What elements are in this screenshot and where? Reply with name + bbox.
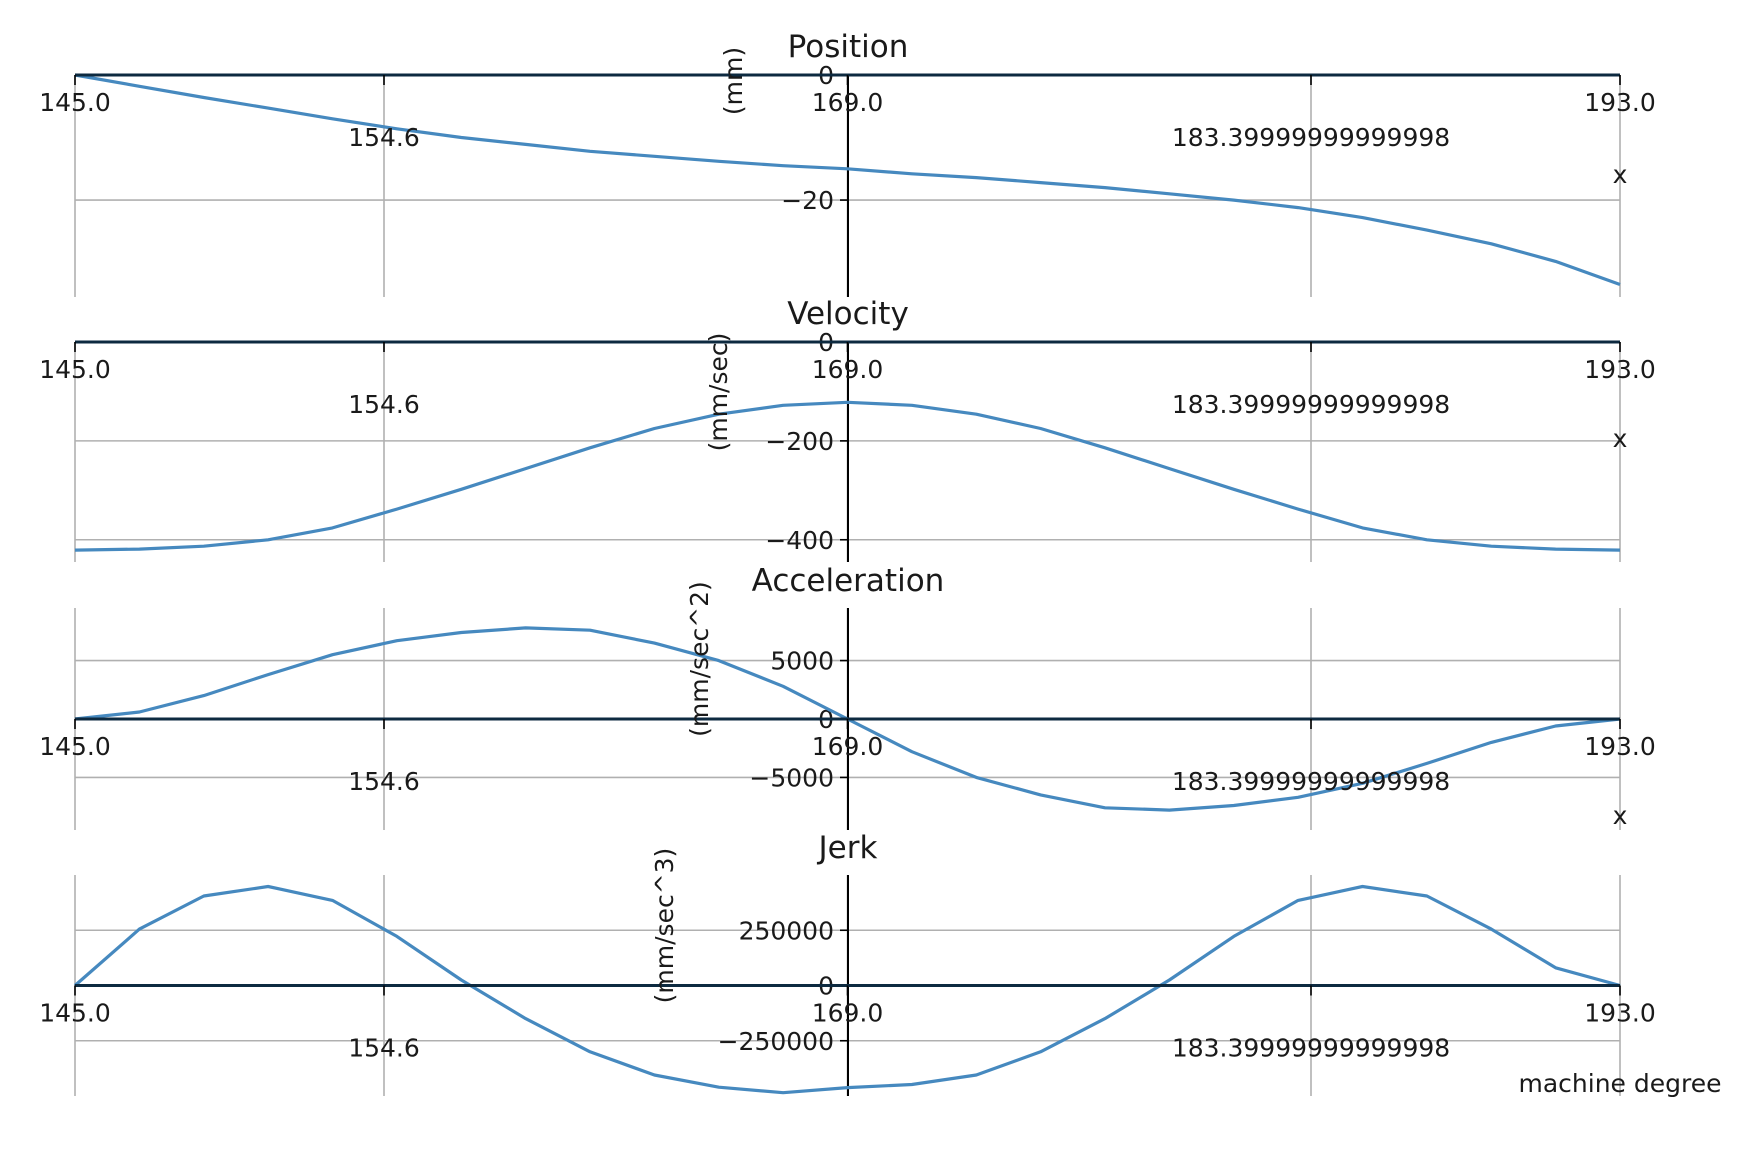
panel-position: 0−20145.0154.6169.0183.39999999999998193… [39,29,1656,297]
panel-velocity: 0−200−400145.0154.6169.0183.399999999999… [39,296,1656,562]
panel-title: Velocity [787,296,909,332]
panel-title: Acceleration [752,563,945,599]
x-tick-label: 154.6 [348,390,420,419]
x-tick-label: 145.0 [39,999,111,1028]
y-tick-label: −400 [765,526,834,555]
x-tick-label: 169.0 [812,732,884,761]
x-tick-label: 145.0 [39,732,111,761]
panel-acceleration: 50000−5000145.0154.6169.0183.39999999999… [39,563,1656,830]
position-series-line [74,73,1621,287]
x-tick-label: 154.6 [348,123,420,152]
y-tick-label: −200 [765,427,834,456]
x-tick-label: 154.6 [348,1034,420,1063]
y-tick-label: 250000 [739,916,834,945]
y-axis-label: (mm/sec^3) [650,848,679,1004]
y-tick-label: −5000 [749,763,834,792]
x-tick-label: 183.39999999999998 [1172,123,1450,152]
panel-title: Jerk [817,830,878,866]
x-tick-label: 183.39999999999998 [1172,767,1450,796]
x-axis-label: x [1613,801,1628,830]
x-tick-label: 193.0 [1584,88,1656,117]
x-axis-label: x [1613,424,1628,453]
x-tick-label: 183.39999999999998 [1172,1034,1450,1063]
x-tick-label: 169.0 [812,355,884,384]
x-tick-label: 193.0 [1584,732,1656,761]
y-axis-label: (mm) [719,47,748,115]
y-axis-label: (mm/sec^2) [685,581,714,737]
panel-jerk: 2500000−250000145.0154.6169.0183.3999999… [39,830,1721,1098]
y-tick-label: −250000 [718,1027,834,1056]
x-tick-label: 193.0 [1584,999,1656,1028]
y-tick-label: 5000 [770,647,834,676]
x-tick-label: 169.0 [812,88,884,117]
jerk-series-line [73,884,1621,1095]
y-tick-label: −20 [781,186,834,215]
x-tick-label: 169.0 [812,999,884,1028]
velocity-series-line [74,400,1621,552]
panel-title: Position [788,29,909,65]
x-axis-label: machine degree [1519,1069,1722,1098]
y-axis-label: (mm/sec) [704,333,733,452]
x-tick-label: 193.0 [1584,355,1656,384]
x-tick-label: 183.39999999999998 [1172,390,1450,419]
x-tick-label: 145.0 [39,355,111,384]
x-tick-label: 145.0 [39,88,111,117]
x-tick-label: 154.6 [348,767,420,796]
x-axis-label: x [1613,160,1628,189]
